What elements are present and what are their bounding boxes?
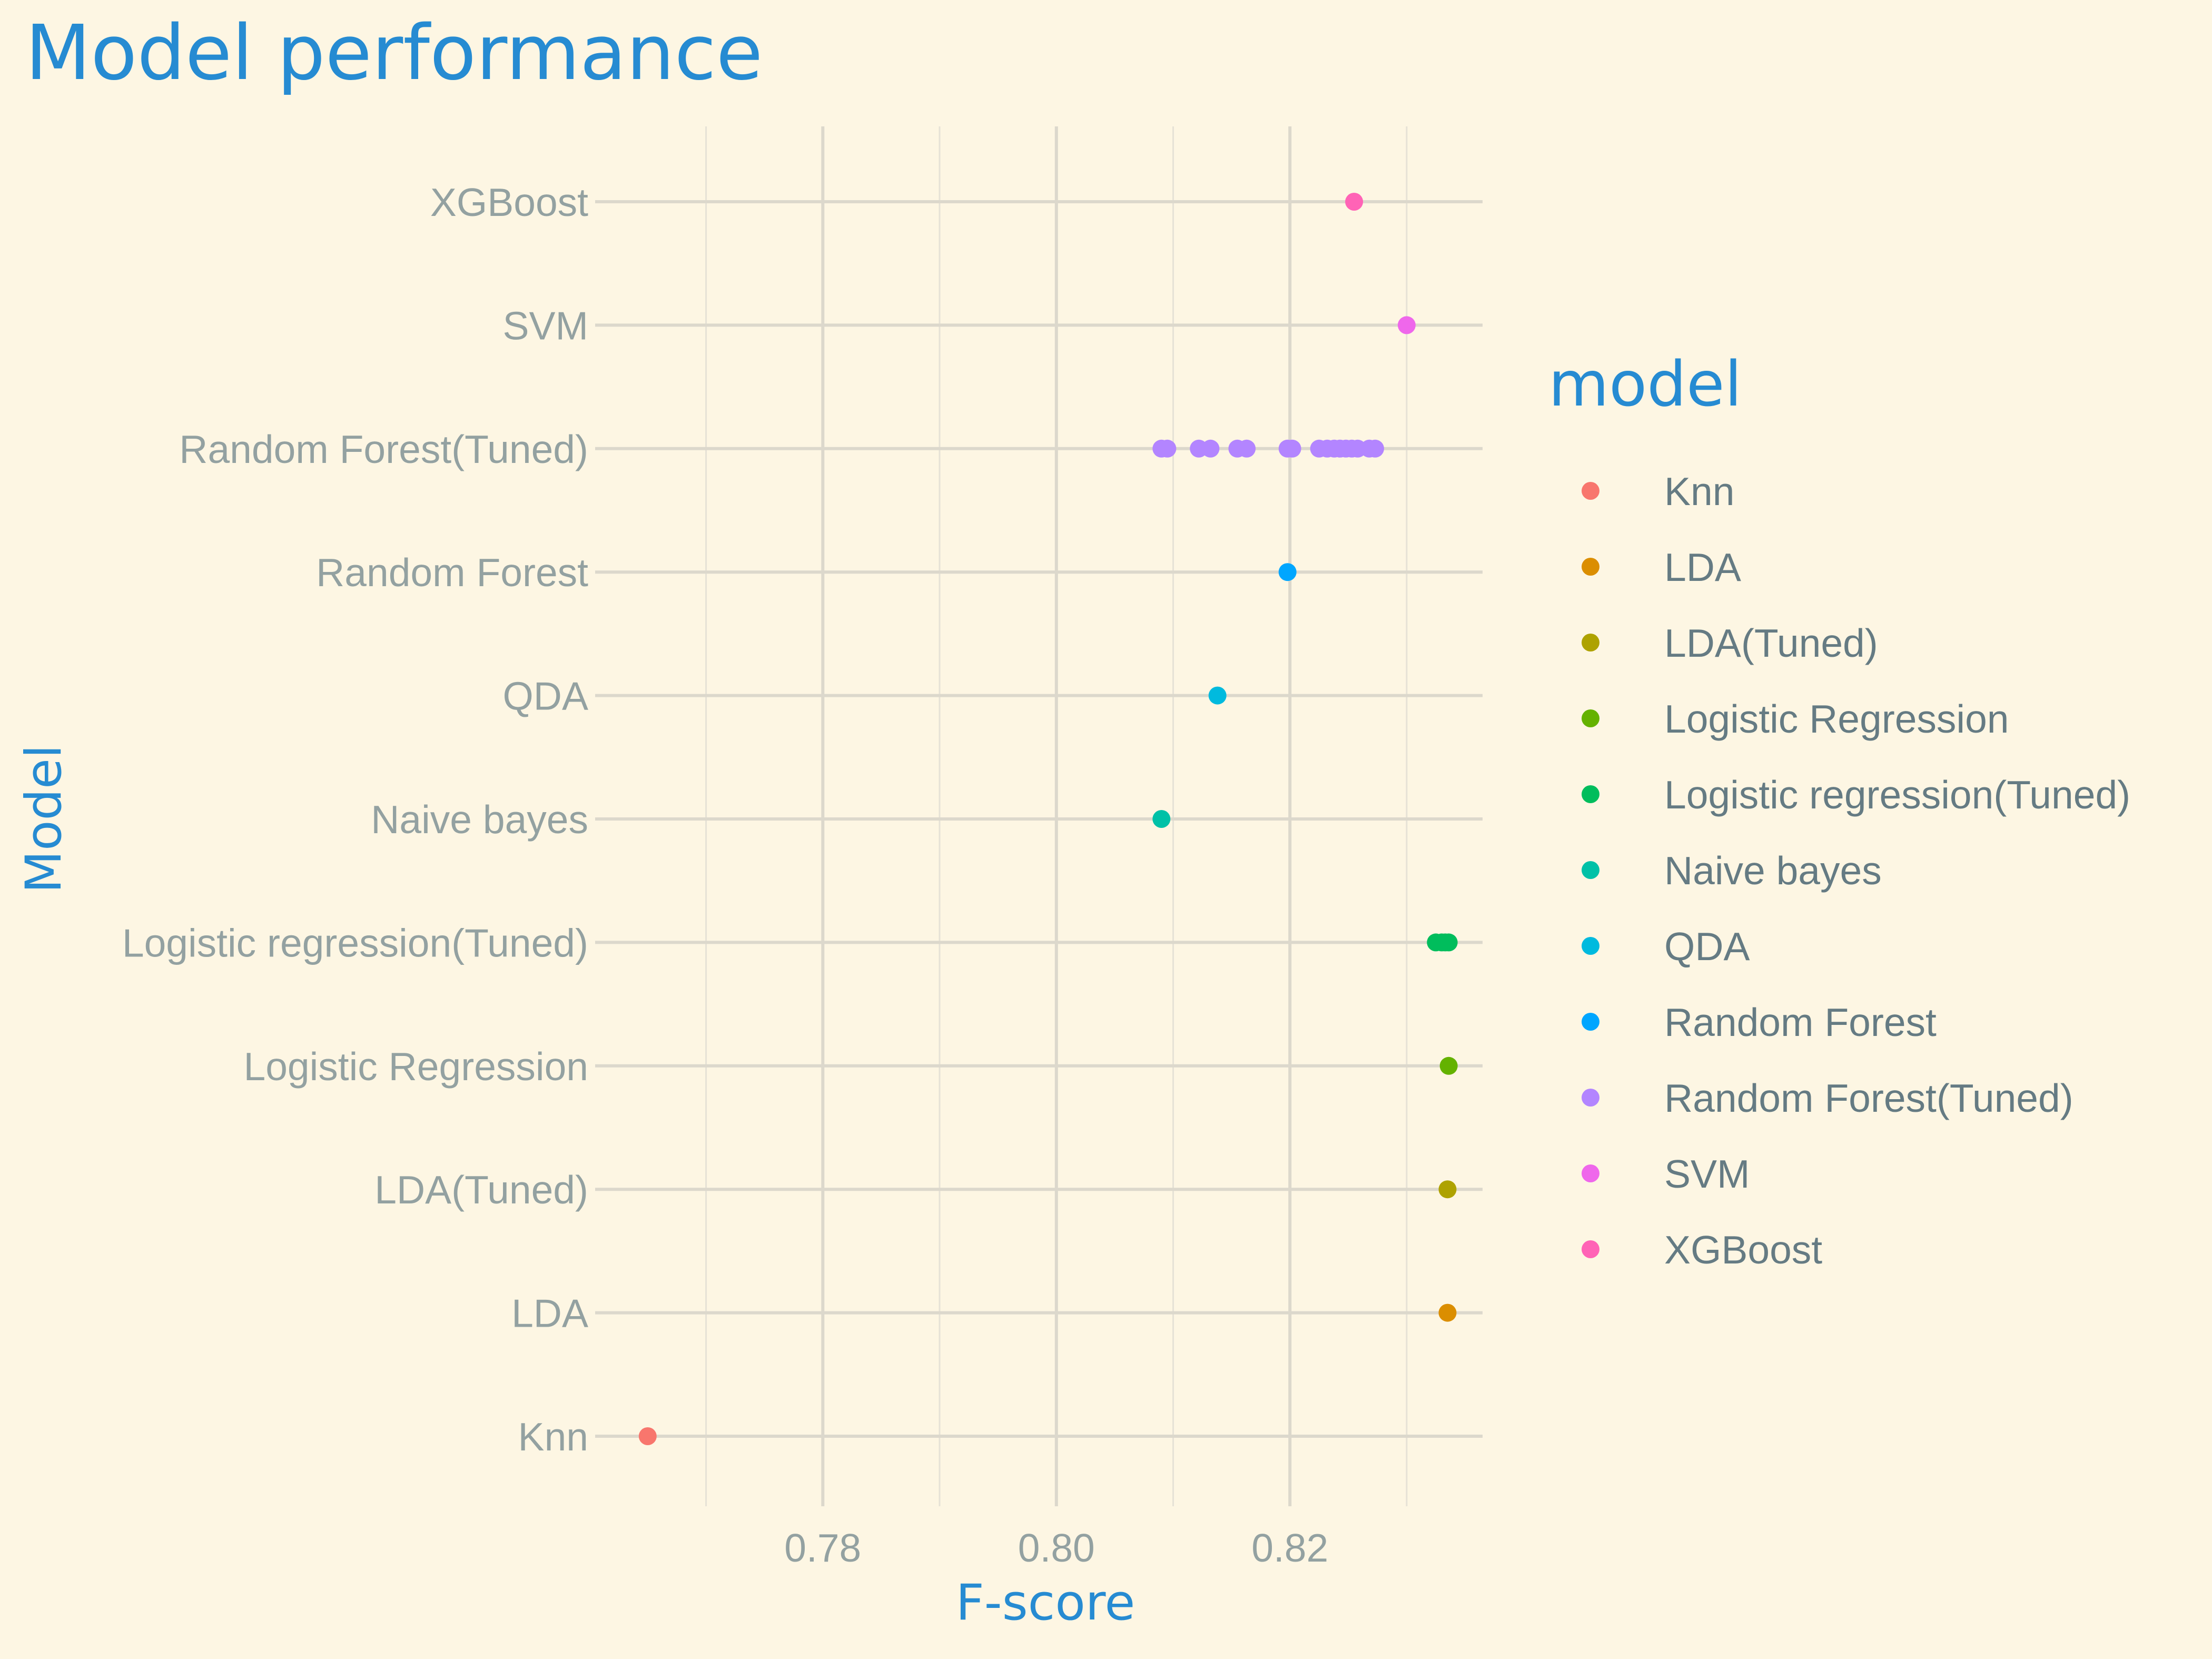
x-tick-label: 0.82 xyxy=(1251,1526,1328,1570)
chart-title: Model performance xyxy=(25,8,763,97)
data-point xyxy=(1278,563,1297,581)
legend-key xyxy=(1582,1240,1599,1258)
legend-key xyxy=(1582,1013,1599,1031)
x-tick-label: 0.80 xyxy=(1018,1526,1095,1570)
data-point xyxy=(1152,810,1171,828)
data-point xyxy=(1201,439,1220,458)
legend-key xyxy=(1582,1164,1599,1182)
data-point xyxy=(1283,439,1301,458)
data-point xyxy=(1345,193,1364,211)
data-point xyxy=(638,1427,657,1445)
y-tick-label: QDA xyxy=(502,674,588,718)
data-point xyxy=(1397,316,1416,334)
legend-label: Random Forest(Tuned) xyxy=(1664,1076,2073,1120)
data-point xyxy=(1366,439,1384,458)
legend-label: Knn xyxy=(1664,469,1734,514)
legend-label: Naive bayes xyxy=(1664,848,1882,893)
data-point xyxy=(1438,1303,1457,1322)
legend-label: QDA xyxy=(1664,924,1750,969)
y-tick-label: SVM xyxy=(502,303,588,348)
x-tick-labels: 0.78 0.80 0.82 xyxy=(784,1526,1328,1570)
legend: model Knn LDA LDA(Tuned) Logistic Regressio… xyxy=(1548,348,2130,1272)
y-tick-label: LDA xyxy=(511,1291,588,1336)
y-tick-labels: Knn LDA LDA(Tuned) Logistic Regression Logis… xyxy=(122,180,588,1459)
y-tick-label: Random Forest(Tuned) xyxy=(179,427,588,471)
legend-key xyxy=(1582,558,1599,576)
y-tick-label: XGBoost xyxy=(430,180,588,224)
x-tick-label: 0.78 xyxy=(784,1526,861,1570)
y-tick-label: Random Forest xyxy=(316,550,588,595)
y-tick-label: Logistic Regression xyxy=(244,1044,589,1089)
legend-key xyxy=(1582,634,1599,651)
data-point xyxy=(1208,686,1227,705)
legend-title: model xyxy=(1548,348,1742,420)
y-axis-title: Model xyxy=(15,745,73,893)
legend-key xyxy=(1582,1089,1599,1107)
legend-label: XGBoost xyxy=(1664,1228,1822,1272)
y-tick-label: Naive bayes xyxy=(371,797,588,842)
legend-key xyxy=(1582,482,1599,500)
legend-label: LDA xyxy=(1664,545,1741,589)
data-point xyxy=(1238,439,1256,458)
y-tick-label: Logistic regression(Tuned) xyxy=(122,921,588,965)
data-point xyxy=(1158,439,1177,458)
x-axis-title: F-score xyxy=(956,1574,1135,1632)
data-point xyxy=(1439,933,1458,952)
legend-label: Logistic Regression xyxy=(1664,697,2009,741)
grid xyxy=(595,126,1483,1506)
data-point xyxy=(1439,1056,1458,1075)
legend-label: SVM xyxy=(1664,1152,1750,1196)
legend-label: LDA(Tuned) xyxy=(1664,621,1878,665)
y-tick-label: Knn xyxy=(518,1415,588,1459)
legend-key xyxy=(1582,861,1599,879)
legend-key xyxy=(1582,785,1599,803)
legend-key xyxy=(1582,937,1599,955)
legend-label: Random Forest xyxy=(1664,1000,1937,1044)
data-points xyxy=(638,193,1458,1445)
y-tick-label: LDA(Tuned) xyxy=(374,1168,588,1212)
legend-key xyxy=(1582,709,1599,727)
legend-label: Logistic regression(Tuned) xyxy=(1664,773,2130,817)
data-point xyxy=(1438,1180,1457,1199)
